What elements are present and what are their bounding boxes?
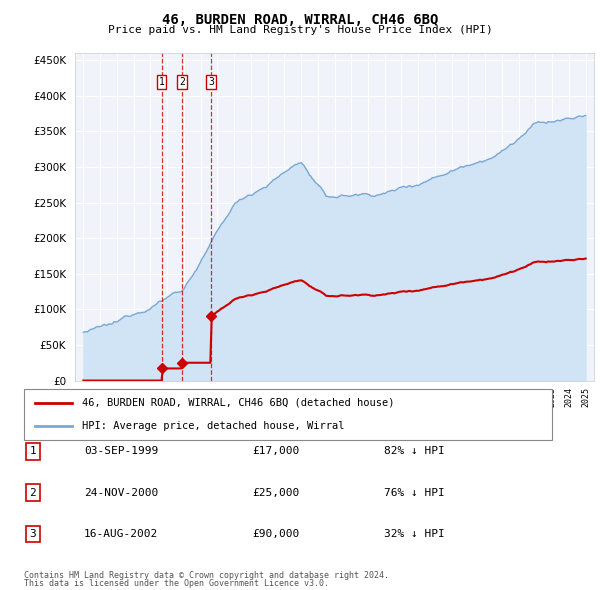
Text: 76% ↓ HPI: 76% ↓ HPI — [384, 488, 445, 497]
Text: Price paid vs. HM Land Registry's House Price Index (HPI): Price paid vs. HM Land Registry's House … — [107, 25, 493, 35]
Text: 46, BURDEN ROAD, WIRRAL, CH46 6BQ: 46, BURDEN ROAD, WIRRAL, CH46 6BQ — [162, 13, 438, 27]
Text: £90,000: £90,000 — [252, 529, 299, 539]
Text: 16-AUG-2002: 16-AUG-2002 — [84, 529, 158, 539]
Text: 24-NOV-2000: 24-NOV-2000 — [84, 488, 158, 497]
Text: 82% ↓ HPI: 82% ↓ HPI — [384, 447, 445, 456]
Text: 1: 1 — [158, 77, 164, 87]
Text: 3: 3 — [208, 77, 214, 87]
Text: This data is licensed under the Open Government Licence v3.0.: This data is licensed under the Open Gov… — [24, 579, 329, 588]
Text: 46, BURDEN ROAD, WIRRAL, CH46 6BQ (detached house): 46, BURDEN ROAD, WIRRAL, CH46 6BQ (detac… — [82, 398, 395, 408]
Text: 32% ↓ HPI: 32% ↓ HPI — [384, 529, 445, 539]
FancyBboxPatch shape — [24, 389, 552, 440]
Text: 2: 2 — [29, 488, 37, 497]
Text: £25,000: £25,000 — [252, 488, 299, 497]
Text: 2: 2 — [179, 77, 185, 87]
Text: 03-SEP-1999: 03-SEP-1999 — [84, 447, 158, 456]
Text: 3: 3 — [29, 529, 37, 539]
Text: HPI: Average price, detached house, Wirral: HPI: Average price, detached house, Wirr… — [82, 421, 344, 431]
Text: Contains HM Land Registry data © Crown copyright and database right 2024.: Contains HM Land Registry data © Crown c… — [24, 571, 389, 580]
Text: 1: 1 — [29, 447, 37, 456]
Text: £17,000: £17,000 — [252, 447, 299, 456]
